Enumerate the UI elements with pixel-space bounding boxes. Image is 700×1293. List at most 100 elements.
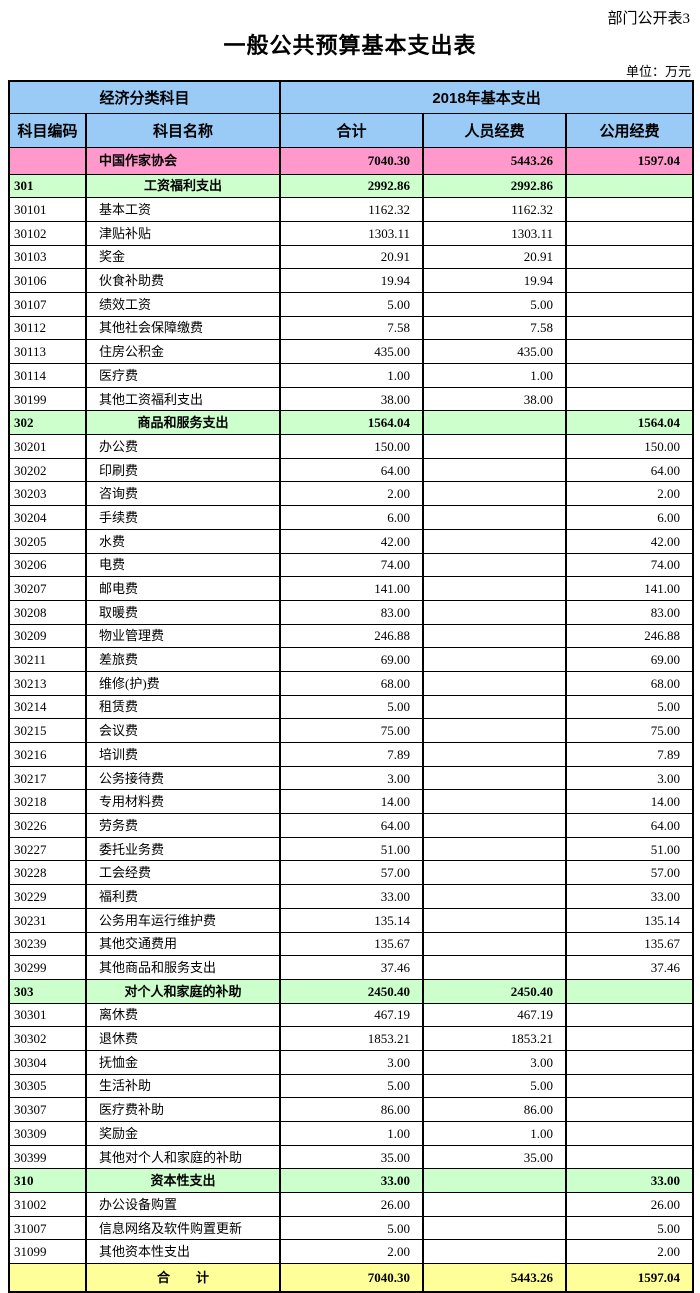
cell-public-value (565, 978, 695, 1004)
cell-public-value (565, 339, 695, 364)
cell-public-value: 2.00 (565, 481, 695, 507)
cell-personnel-value (422, 931, 568, 957)
cell-total-value: 1564.04 (279, 410, 425, 436)
cell-subject-name: 电费 (84, 552, 282, 578)
table-row: 30227 委托业务费 51.00 51.00 (8, 836, 695, 862)
cell-subject-code: 30229 (8, 884, 87, 909)
cell-personnel-value: 467.19 (422, 1002, 568, 1028)
cell-public-value: 37.46 (565, 955, 695, 980)
cell-total-value: 33.00 (279, 884, 425, 909)
cell-subject-code: 31099 (8, 1239, 87, 1265)
cell-total-value: 7.58 (279, 315, 425, 341)
header-columns-row: 科目编码 科目名称 合计 人员经费 公用经费 (8, 112, 695, 148)
cell-subject-code: 30218 (8, 789, 87, 815)
cell-subject-code: 30216 (8, 742, 87, 767)
cell-public-value (565, 386, 695, 412)
cell-subject-name: 办公设备购置 (84, 1192, 282, 1217)
table-row: 30203 咨询费 2.00 2.00 (8, 481, 695, 507)
cell-personnel-value (422, 718, 568, 743)
cell-personnel-value (422, 813, 568, 838)
table-row: 30216 培训费 7.89 7.89 (8, 742, 695, 767)
cell-subject-name: 工会经费 (84, 860, 282, 886)
cell-subject-code: 30309 (8, 1121, 87, 1146)
cell-personnel-value (422, 1168, 568, 1194)
cell-total-value: 64.00 (279, 457, 425, 483)
cell-subject-name: 信息网络及软件购置更新 (84, 1215, 282, 1241)
cell-public-value (565, 173, 695, 199)
unit-row: 中国作家协会 7040.30 5443.26 1597.04 (8, 146, 695, 175)
cell-public-value: 51.00 (565, 836, 695, 862)
cell-subject-code: 30307 (8, 1097, 87, 1122)
cell-total-value: 20.91 (279, 244, 425, 270)
cell-personnel-value (422, 576, 568, 601)
cell-subject-name: 咨询费 (84, 481, 282, 507)
cell-subject-name: 手续费 (84, 505, 282, 530)
cell-subject-code: 30202 (8, 457, 87, 483)
cell-total-value: 51.00 (279, 836, 425, 862)
table-row: 30217 公务接待费 3.00 3.00 (8, 765, 695, 791)
cell-personnel-value: 86.00 (422, 1097, 568, 1122)
cell-subject-name: 生活补助 (84, 1073, 282, 1099)
cell-total-value: 6.00 (279, 505, 425, 530)
cell-public-value: 64.00 (565, 813, 695, 838)
cell-total-value: 1.00 (279, 363, 425, 388)
cell-personnel-value: 19.94 (422, 268, 568, 293)
cell-subject-name: 对个人和家庭的补助 (84, 978, 282, 1004)
cell-personnel-value: 435.00 (422, 339, 568, 364)
cell-public-value: 135.67 (565, 931, 695, 957)
cell-subject-name: 其他社会保障缴费 (84, 315, 282, 341)
cell-personnel-value (422, 836, 568, 862)
cell-subject-name: 绩效工资 (84, 291, 282, 317)
cell-personnel-value: 5.00 (422, 1073, 568, 1099)
cell-subject-code: 30213 (8, 670, 87, 696)
header-group-economic-classification: 经济分类科目 (7, 80, 282, 114)
cell-public-value (565, 1144, 695, 1170)
cell-personnel-value: 5.00 (422, 291, 568, 317)
cell-public-value: 64.00 (565, 457, 695, 483)
cell-public-value: 7.89 (565, 742, 695, 767)
cell-total-value: 5.00 (279, 1073, 425, 1099)
cell-subject-code: 30199 (8, 386, 87, 412)
cell-public-value: 1564.04 (565, 410, 695, 436)
table-row: 30213 维修(护)费 68.00 68.00 (8, 670, 695, 696)
cell-public-value (565, 1049, 695, 1075)
cell-subject-code: 301 (8, 173, 87, 199)
cell-subject-code: 30226 (8, 813, 87, 838)
cell-subject-code: 30214 (8, 694, 87, 720)
table-row: 30207 邮电费 141.00 141.00 (8, 576, 695, 601)
cell-public-value: 57.00 (565, 860, 695, 886)
cell-public-value (565, 268, 695, 293)
cell-public-value: 5.00 (565, 694, 695, 720)
cell-personnel-value: 5443.26 (422, 1263, 568, 1293)
cell-total-value: 26.00 (279, 1192, 425, 1217)
cell-subject-code: 30301 (8, 1002, 87, 1028)
cell-subject-name: 邮电费 (84, 576, 282, 601)
cell-personnel-value: 1.00 (422, 1121, 568, 1146)
cell-personnel-value (422, 955, 568, 980)
cell-total-value: 19.94 (279, 268, 425, 293)
cell-subject-name: 公务用车运行维护费 (84, 907, 282, 933)
cell-subject-name: 医疗费 (84, 363, 282, 388)
cell-subject-name: 合 计 (84, 1263, 282, 1293)
table-row: 30226 劳务费 64.00 64.00 (8, 813, 695, 838)
cell-subject-code: 30227 (8, 836, 87, 862)
cell-total-value: 1303.11 (279, 220, 425, 246)
table-row: 30214 租赁费 5.00 5.00 (8, 694, 695, 720)
section-row: 303 对个人和家庭的补助 2450.40 2450.40 (8, 978, 695, 1004)
cell-public-value: 33.00 (565, 1168, 695, 1194)
cell-subject-code: 303 (8, 978, 87, 1004)
cell-total-value: 74.00 (279, 552, 425, 578)
cell-personnel-value (422, 599, 568, 625)
cell-personnel-value: 2450.40 (422, 978, 568, 1004)
cell-public-value: 2.00 (565, 1239, 695, 1265)
cell-subject-code: 30211 (8, 647, 87, 672)
cell-personnel-value (422, 623, 568, 649)
cell-subject-name: 津贴补贴 (84, 220, 282, 246)
table-row: 30211 差旅费 69.00 69.00 (8, 647, 695, 672)
cell-total-value: 1.00 (279, 1121, 425, 1146)
cell-public-value: 74.00 (565, 552, 695, 578)
table-row: 30229 福利费 33.00 33.00 (8, 884, 695, 909)
cell-total-value: 435.00 (279, 339, 425, 364)
cell-personnel-value (422, 1215, 568, 1241)
